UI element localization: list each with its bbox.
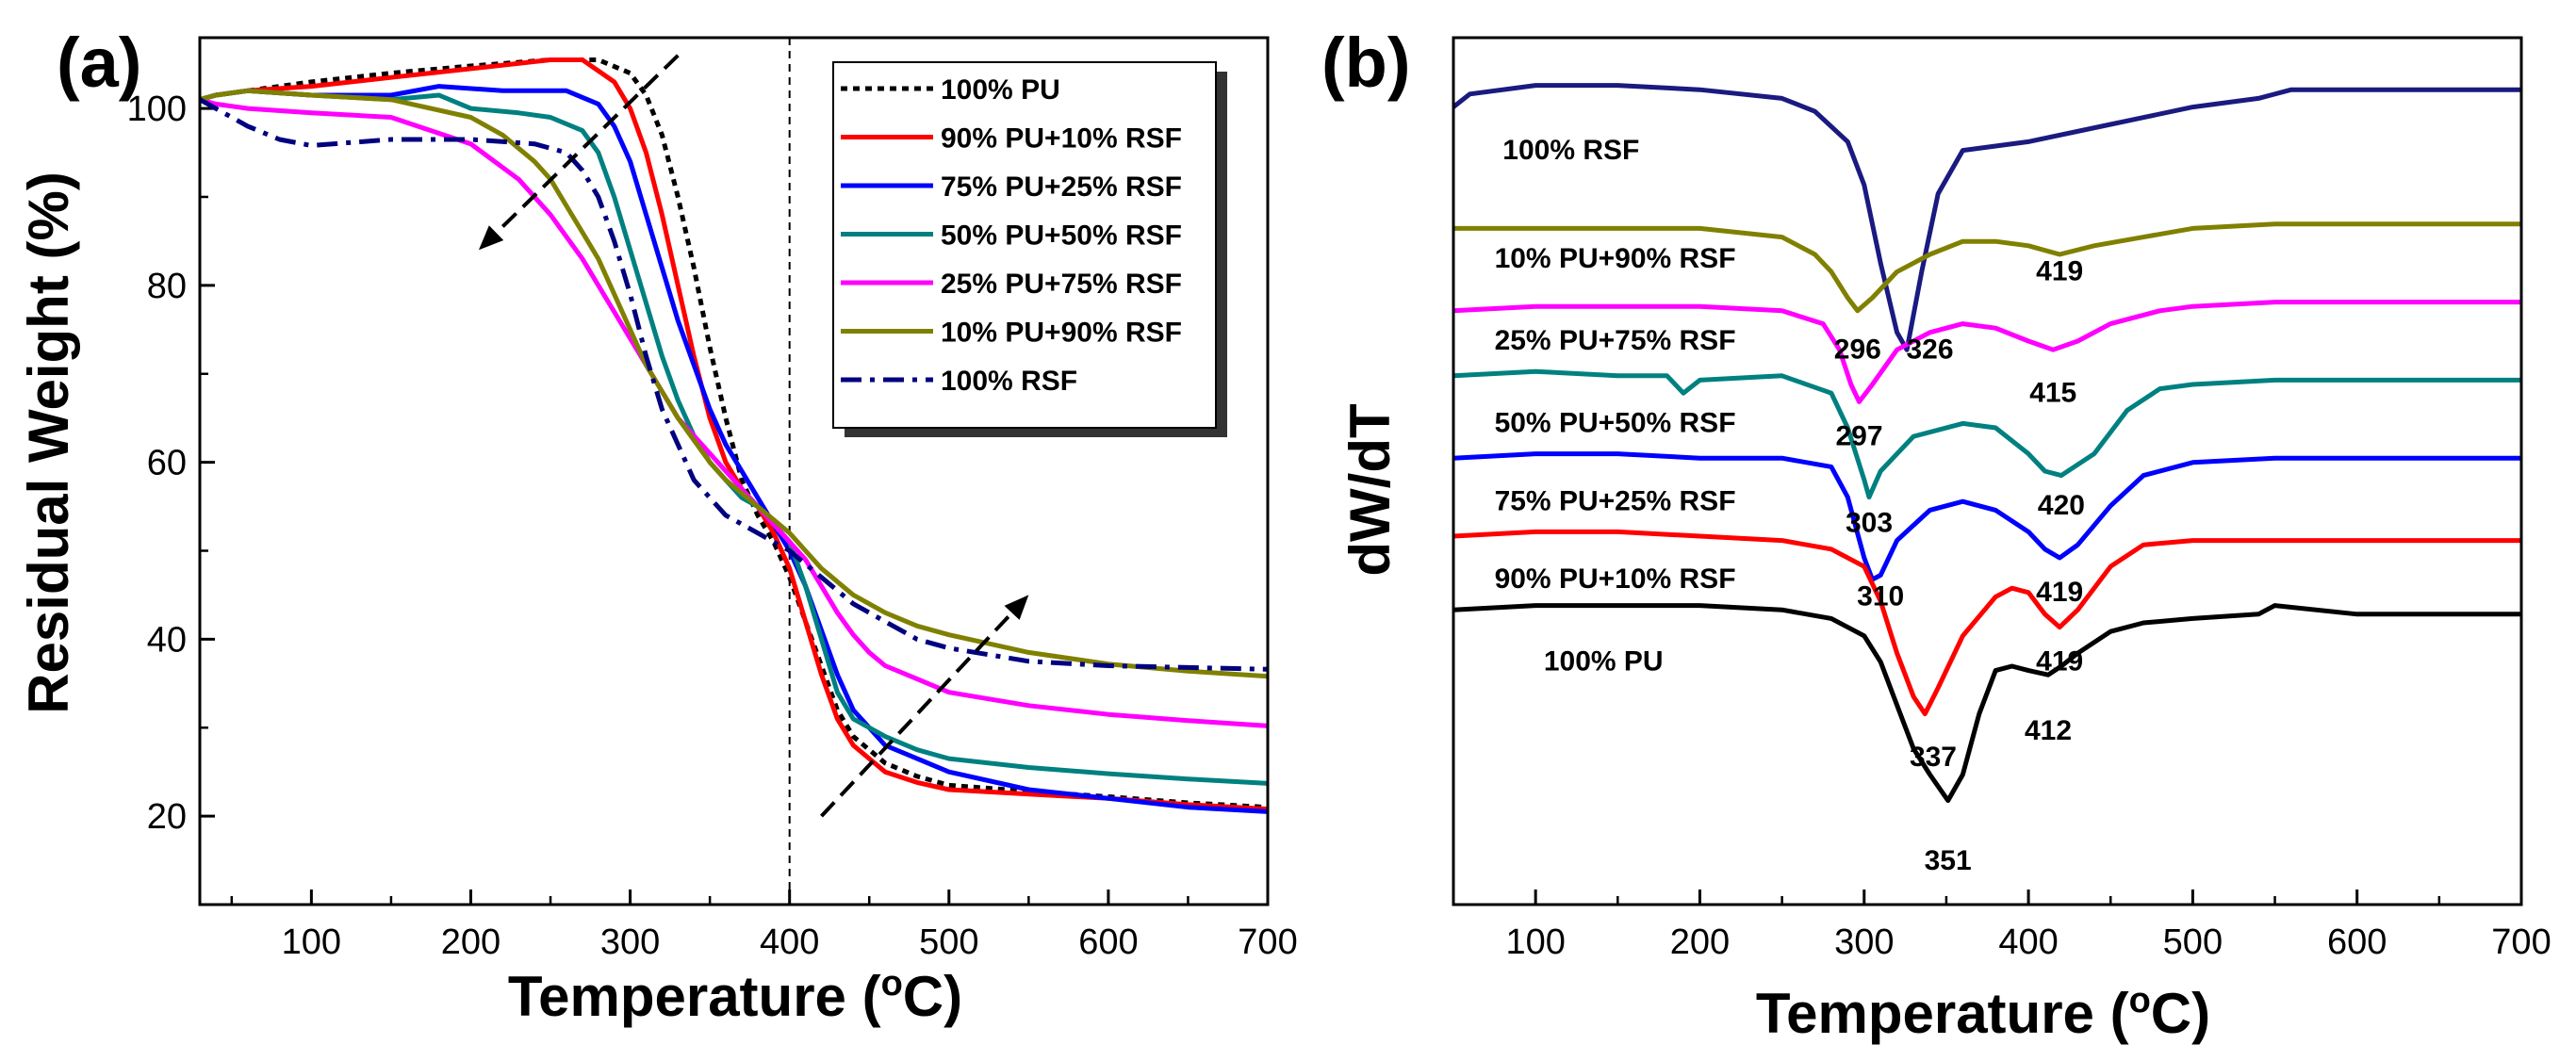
panel-b-label: (b) <box>1321 24 1411 102</box>
b-curve-label-75pct-pu-25pct-rsf: 75% PU+25% RSF <box>1495 485 1736 516</box>
panel-a-xlabel: Temperature (oC) <box>508 964 962 1028</box>
b-xtick-label: 400 <box>1998 922 2058 962</box>
b-curve-label-100pct-pu: 100% PU <box>1544 646 1664 677</box>
panel-b-xlabel-sup: o <box>2129 981 2151 1020</box>
panel-b-xlabel-end: C) <box>2151 982 2210 1045</box>
b-series-90pct-pu-10pct-rsf <box>1452 529 2521 717</box>
a-series-100pct-rsf <box>198 97 1269 672</box>
panel-a-xlabel-sup: o <box>881 964 903 1004</box>
legend-items: 100% PU 90% PU+10% RSF 75% PU+25% RSF 50% P… <box>841 74 1182 397</box>
b-curve-label-25pct-pu-75pct-rsf: 25% PU+75% RSF <box>1495 325 1736 356</box>
b-xtick-label: 700 <box>2491 922 2551 962</box>
legend-box <box>832 61 1217 429</box>
a-ytick-label: 60 <box>147 444 187 483</box>
b-series-10pct-pu-90pct-rsf <box>1453 221 2521 314</box>
b-series-75pct-pu-25pct-rsf <box>1452 451 2521 582</box>
b-xtick-label: 300 <box>1834 922 1894 962</box>
a-ytick-label: 100 <box>127 90 187 129</box>
b-peak-label-326: 326 <box>1906 334 1953 365</box>
panel-a-tick-labels: 100 200 300 400 500 600 700 20 40 60 80 100 <box>127 90 1298 962</box>
b-series-50pct-pu-50pct-rsf <box>1452 368 2521 500</box>
a-xtick-label: 400 <box>760 922 819 962</box>
legend-label-100pct-pu: 100% PU <box>941 74 1060 106</box>
a-xtick-label: 600 <box>1078 922 1138 962</box>
b-series-25pct-pu-75pct-rsf <box>1452 300 2521 404</box>
panel-a-ylabel: Residual Weight (%) <box>17 171 80 714</box>
b-peak-label-351: 351 <box>1925 845 1972 876</box>
b-xtick-label: 100 <box>1505 922 1565 962</box>
panel-b-ylabel: dW/dT <box>1338 403 1402 576</box>
b-peak-label-337: 337 <box>1910 742 1957 773</box>
b-peak-label-419: 419 <box>2036 256 2083 287</box>
a-series-90pct-pu-10pct-rsf <box>199 57 1269 812</box>
panel-b-tick-labels: 100 200 300 400 500 600 700 <box>1505 922 2551 962</box>
legend-label-100pct-rsf: 100% RSF <box>941 366 1077 397</box>
panel-a-label: (a) <box>57 24 141 102</box>
panel-b-lines <box>1452 83 2521 804</box>
panel-b-plot-frame <box>1452 36 2523 906</box>
b-peak-label-419: 419 <box>2036 577 2083 608</box>
b-curve-label-50pct-pu-50pct-rsf: 50% PU+50% RSF <box>1495 408 1736 439</box>
a-xtick-label: 300 <box>600 922 660 962</box>
panel-a-xlabel-end: C) <box>903 965 962 1028</box>
legend-label-50pct-pu-50pct-rsf: 50% PU+50% RSF <box>941 220 1182 252</box>
a-ytick-label: 80 <box>147 267 187 306</box>
b-peak-label-303: 303 <box>1846 507 1893 538</box>
b-peak-label-415: 415 <box>2029 377 2076 408</box>
a-xtick-label: 100 <box>282 922 341 962</box>
a-series-10pct-pu-90pct-rsf <box>199 88 1269 679</box>
a-xtick-label: 700 <box>1238 922 1297 962</box>
legend-label-90pct-pu-10pct-rsf: 90% PU+10% RSF <box>941 123 1182 155</box>
a-series-100pct-pu <box>199 57 1269 810</box>
a-series-25pct-pu-75pct-rsf <box>199 97 1269 728</box>
panel-a-legend: 100% PU 90% PU+10% RSF 75% PU+25% RSF 50% P… <box>832 61 1227 437</box>
a-ytick-label: 20 <box>147 797 187 837</box>
a-series-75pct-pu-25pct-rsf <box>199 84 1269 814</box>
panel-a-plot-frame <box>198 36 1270 906</box>
b-peak-label-310: 310 <box>1857 581 1904 612</box>
panel-b: (b) dW/dT Temperature (oC) 100 200 300 400 5… <box>1321 24 2551 1045</box>
a-xtick-label: 500 <box>919 922 978 962</box>
b-series-100pct-rsf <box>1452 83 2521 352</box>
b-series-100pct-pu <box>1452 603 2521 804</box>
b-xtick-label: 600 <box>2327 922 2387 962</box>
a-xtick-label: 200 <box>441 922 500 962</box>
b-peak-label-297: 297 <box>1836 420 1883 451</box>
a-arrow-shaft <box>820 612 1014 818</box>
a-ytick-label: 40 <box>147 620 187 660</box>
b-peak-label-420: 420 <box>2038 490 2085 521</box>
b-peak-label-412: 412 <box>2025 715 2072 746</box>
panel-a-arrows <box>478 54 1029 818</box>
a-arrow-head <box>478 225 504 251</box>
b-xtick-label: 200 <box>1670 922 1730 962</box>
panel-b-ticks <box>1534 890 2523 905</box>
panel-a-lines <box>198 38 1269 905</box>
panel-a: (a) Residual Weight (%) Temperature (oC)… <box>17 24 1298 1028</box>
b-peak-label-419: 419 <box>2036 646 2083 677</box>
legend-label-75pct-pu-25pct-rsf: 75% PU+25% RSF <box>941 171 1182 203</box>
panel-a-xlabel-main: Temperature ( <box>508 965 881 1028</box>
panel-b-curve-labels: 100% RSF 10% PU+90% RSF 25% PU+75% RSF 50% … <box>1495 135 1736 677</box>
b-curve-label-100pct-rsf: 100% RSF <box>1502 135 1639 166</box>
b-peak-label-296: 296 <box>1834 334 1881 365</box>
a-arrow-shaft <box>495 54 680 235</box>
legend-label-25pct-pu-75pct-rsf: 25% PU+75% RSF <box>941 269 1182 300</box>
panel-b-xlabel: Temperature (oC) <box>1756 981 2210 1045</box>
b-xtick-label: 500 <box>2163 922 2223 962</box>
panel-b-xlabel-main: Temperature ( <box>1756 982 2129 1045</box>
panel-b-peak-labels: 326 419 296 415 297 420 303 419 310 419 337 412 351 <box>1834 256 2085 877</box>
b-curve-label-90pct-pu-10pct-rsf: 90% PU+10% RSF <box>1495 563 1736 595</box>
a-arrow-head <box>1004 595 1029 620</box>
legend-label-10pct-pu-90pct-rsf: 10% PU+90% RSF <box>941 318 1182 349</box>
b-curve-label-10pct-pu-90pct-rsf: 10% PU+90% RSF <box>1495 243 1736 274</box>
